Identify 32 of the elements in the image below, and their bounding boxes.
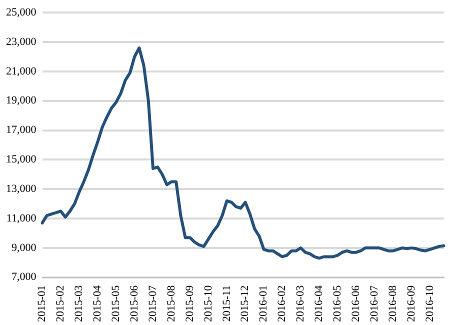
x-tick-label: 2015-08	[165, 284, 178, 322]
x-tick-label: 2016-09	[405, 284, 418, 322]
x-tick-label: 2016-04	[313, 284, 326, 322]
y-tick-label: 9,000	[12, 242, 37, 254]
y-tick-label: 17,000	[6, 124, 37, 136]
x-tick-label: 2015-01	[36, 285, 48, 322]
x-tick-label: 2016-10	[424, 284, 436, 322]
x-tick-label: 2015-12	[239, 285, 252, 322]
x-tick-label: 2015-09	[184, 284, 196, 322]
y-tick-label: 19,000	[6, 94, 37, 107]
x-tick-label: 2016-06	[350, 284, 362, 322]
x-tick-label: 2015-03	[73, 284, 86, 322]
x-tick-label: 2016-08	[386, 284, 399, 322]
x-tick-label: 2016-05	[332, 284, 344, 322]
x-tick-label: 2015-06	[128, 284, 140, 322]
x-tick-label: 2016-03	[294, 284, 307, 322]
x-tick-label: 2015-11	[220, 285, 233, 322]
x-tick-label: 2015-04	[92, 284, 104, 322]
x-tick-label: 2015-10	[202, 284, 214, 322]
y-tick-label: 13,000	[6, 182, 37, 195]
x-tick-label: 2016-01	[258, 285, 270, 322]
x-tick-label: 2015-07	[146, 284, 159, 322]
y-tick-label: 21,000	[6, 65, 37, 78]
y-tick-label: 7,000	[12, 271, 37, 284]
x-tick-label: 2016-07	[368, 284, 380, 322]
y-tick-label: 15,000	[6, 154, 37, 166]
x-tick-label: 2016-02	[276, 285, 288, 322]
x-tick-label: 2015-05	[110, 284, 122, 322]
y-tick-label: 11,000	[6, 212, 37, 224]
y-tick-label: 23,000	[6, 36, 37, 48]
x-tick-label: 2015-02	[54, 285, 67, 322]
y-tick-label: 25,000	[6, 6, 37, 18]
